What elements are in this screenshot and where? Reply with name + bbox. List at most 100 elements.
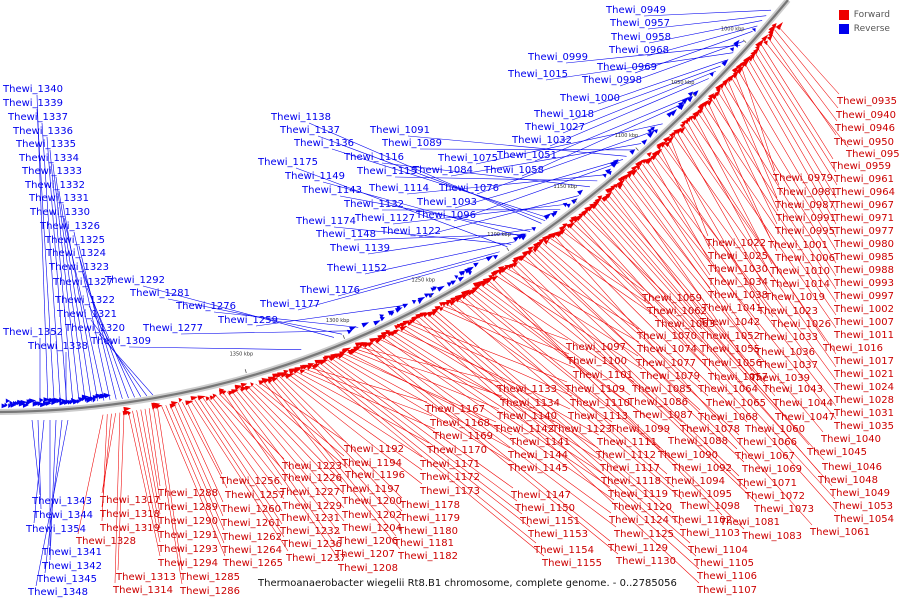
- reverse-gene-arrow: [692, 90, 699, 97]
- reverse-gene-label: Thewi_0968: [608, 45, 669, 56]
- reverse-leader-line: [295, 167, 508, 248]
- reverse-leader-line: [364, 241, 516, 275]
- reverse-gene-label: Thewi_1152: [326, 263, 387, 274]
- forward-gene-label: Thewi_0977: [833, 226, 894, 237]
- forward-gene-label: Thewi_1039: [749, 373, 810, 384]
- forward-leader-line: [491, 277, 723, 516]
- reverse-gene-arrow: [39, 397, 44, 403]
- forward-leader-line: [593, 205, 778, 411]
- reverse-gene-label: Thewi_0999: [527, 52, 588, 63]
- reverse-gene-arrow: [373, 320, 381, 326]
- forward-leader-line: [136, 410, 161, 529]
- forward-leader-line: [427, 313, 691, 544]
- reverse-gene-label: Thewi_1354: [25, 524, 86, 535]
- forward-gene-label: Thewi_1286: [179, 586, 240, 597]
- forward-gene-arrow: [234, 385, 242, 391]
- forward-gene-arrow: [258, 380, 266, 385]
- forward-gene-label: Thewi_1036: [754, 347, 815, 358]
- reverse-gene-label: Thewi_1322: [54, 295, 115, 306]
- forward-leader-line: [307, 366, 428, 403]
- forward-gene-label: Thewi_1313: [115, 572, 176, 583]
- forward-leader-line: [400, 327, 599, 449]
- forward-gene-arrow: [178, 397, 183, 403]
- forward-gene-label: Thewi_1194: [341, 458, 402, 469]
- forward-gene-arrow: [450, 296, 458, 303]
- reverse-leader-line: [418, 195, 579, 238]
- forward-gene-label: Thewi_1086: [627, 397, 688, 408]
- forward-gene-label: Thewi_1010: [769, 266, 830, 277]
- forward-gene-arrow: [231, 389, 239, 394]
- reverse-gene-arrow: [647, 128, 653, 134]
- forward-gene-label: Thewi_1208: [337, 563, 398, 574]
- reverse-leader-line: [647, 15, 767, 30]
- forward-gene-arrow: [613, 183, 619, 189]
- reverse-leader-line: [308, 122, 542, 224]
- forward-gene-label: Thewi_0987: [774, 200, 835, 211]
- forward-leader-line: [404, 325, 600, 436]
- forward-gene-label: Thewi_1147: [510, 490, 571, 501]
- forward-gene-label: Thewi_1196: [344, 470, 405, 481]
- reverse-gene-arrow: [45, 401, 52, 406]
- reverse-gene-arrow: [22, 403, 29, 408]
- reverse-gene-arrow: [8, 403, 12, 409]
- forward-gene-label: Thewi_1142: [493, 424, 554, 435]
- forward-leader-line: [295, 370, 430, 444]
- forward-gene-label: Thewi_1192: [343, 444, 404, 455]
- forward-leader-line: [700, 108, 778, 252]
- forward-gene-arrow: [702, 99, 710, 107]
- forward-gene-label: Thewi_1048: [817, 475, 878, 486]
- reverse-gene-arrow: [379, 316, 385, 322]
- forward-gene-arrow: [337, 354, 345, 359]
- forward-leader-line: [666, 142, 761, 305]
- forward-gene-label: Thewi_1078: [679, 424, 740, 435]
- forward-leader-line: [642, 164, 761, 331]
- forward-leader-line: [673, 135, 837, 368]
- forward-leader-line: [214, 394, 285, 472]
- forward-leader-line: [564, 227, 711, 371]
- reverse-gene-label: Thewi_1139: [329, 243, 390, 254]
- forward-gene-label: Thewi_1038: [707, 290, 768, 301]
- forward-leader-line: [385, 334, 611, 488]
- forward-leader-line: [578, 216, 836, 500]
- forward-gene-label: Thewi_1293: [157, 544, 218, 555]
- forward-leader-line: [114, 412, 121, 584]
- forward-leader-line: [683, 125, 826, 342]
- reverse-gene-arrow: [650, 126, 655, 132]
- forward-gene-arrow: [718, 82, 725, 89]
- reverse-gene-label: Thewi_1320: [64, 323, 125, 334]
- reverse-gene-label: Thewi_1000: [559, 93, 620, 104]
- forward-gene-label: Thewi_1049: [829, 488, 890, 499]
- forward-gene-label: Thewi_1074: [636, 344, 697, 355]
- reverse-gene-arrow: [92, 395, 99, 400]
- reverse-gene-label: Thewi_1137: [279, 125, 340, 136]
- forward-gene-arrow: [626, 169, 635, 176]
- reverse-gene-arrow: [687, 91, 694, 97]
- reverse-gene-label: Thewi_1292: [104, 275, 165, 286]
- forward-leader-line: [509, 265, 757, 503]
- reverse-gene-arrow: [43, 397, 50, 403]
- reverse-gene-arrow: [467, 271, 472, 276]
- reverse-gene-label: Thewi_1174: [295, 216, 356, 227]
- forward-leader-line: [210, 395, 283, 486]
- forward-leader-line: [560, 230, 645, 292]
- forward-leader-line: [568, 224, 705, 357]
- forward-leader-line: [366, 343, 611, 542]
- forward-gene-label: Thewi_0991: [775, 213, 836, 224]
- scale-label: 1350 kbp: [230, 352, 254, 358]
- reverse-leader-line: [634, 31, 753, 74]
- forward-gene-arrow: [329, 355, 338, 362]
- reverse-gene-arrow: [676, 105, 681, 110]
- reverse-leader-line: [86, 287, 135, 398]
- forward-gene-arrow: [679, 123, 685, 129]
- forward-gene-label: Thewi_1061: [809, 527, 870, 538]
- forward-gene-label: Thewi_1117: [599, 463, 660, 474]
- reverse-leader-line: [646, 25, 758, 57]
- forward-leader-line: [631, 173, 758, 346]
- reverse-gene-arrow: [678, 103, 685, 111]
- forward-gene-label: Thewi_0935: [836, 96, 897, 107]
- reverse-gene-arrow: [76, 399, 81, 404]
- reverse-gene-arrow: [430, 287, 436, 292]
- forward-gene-label: Thewi_1118: [600, 476, 661, 487]
- forward-leader-line: [724, 84, 837, 264]
- forward-gene-arrow: [197, 395, 206, 401]
